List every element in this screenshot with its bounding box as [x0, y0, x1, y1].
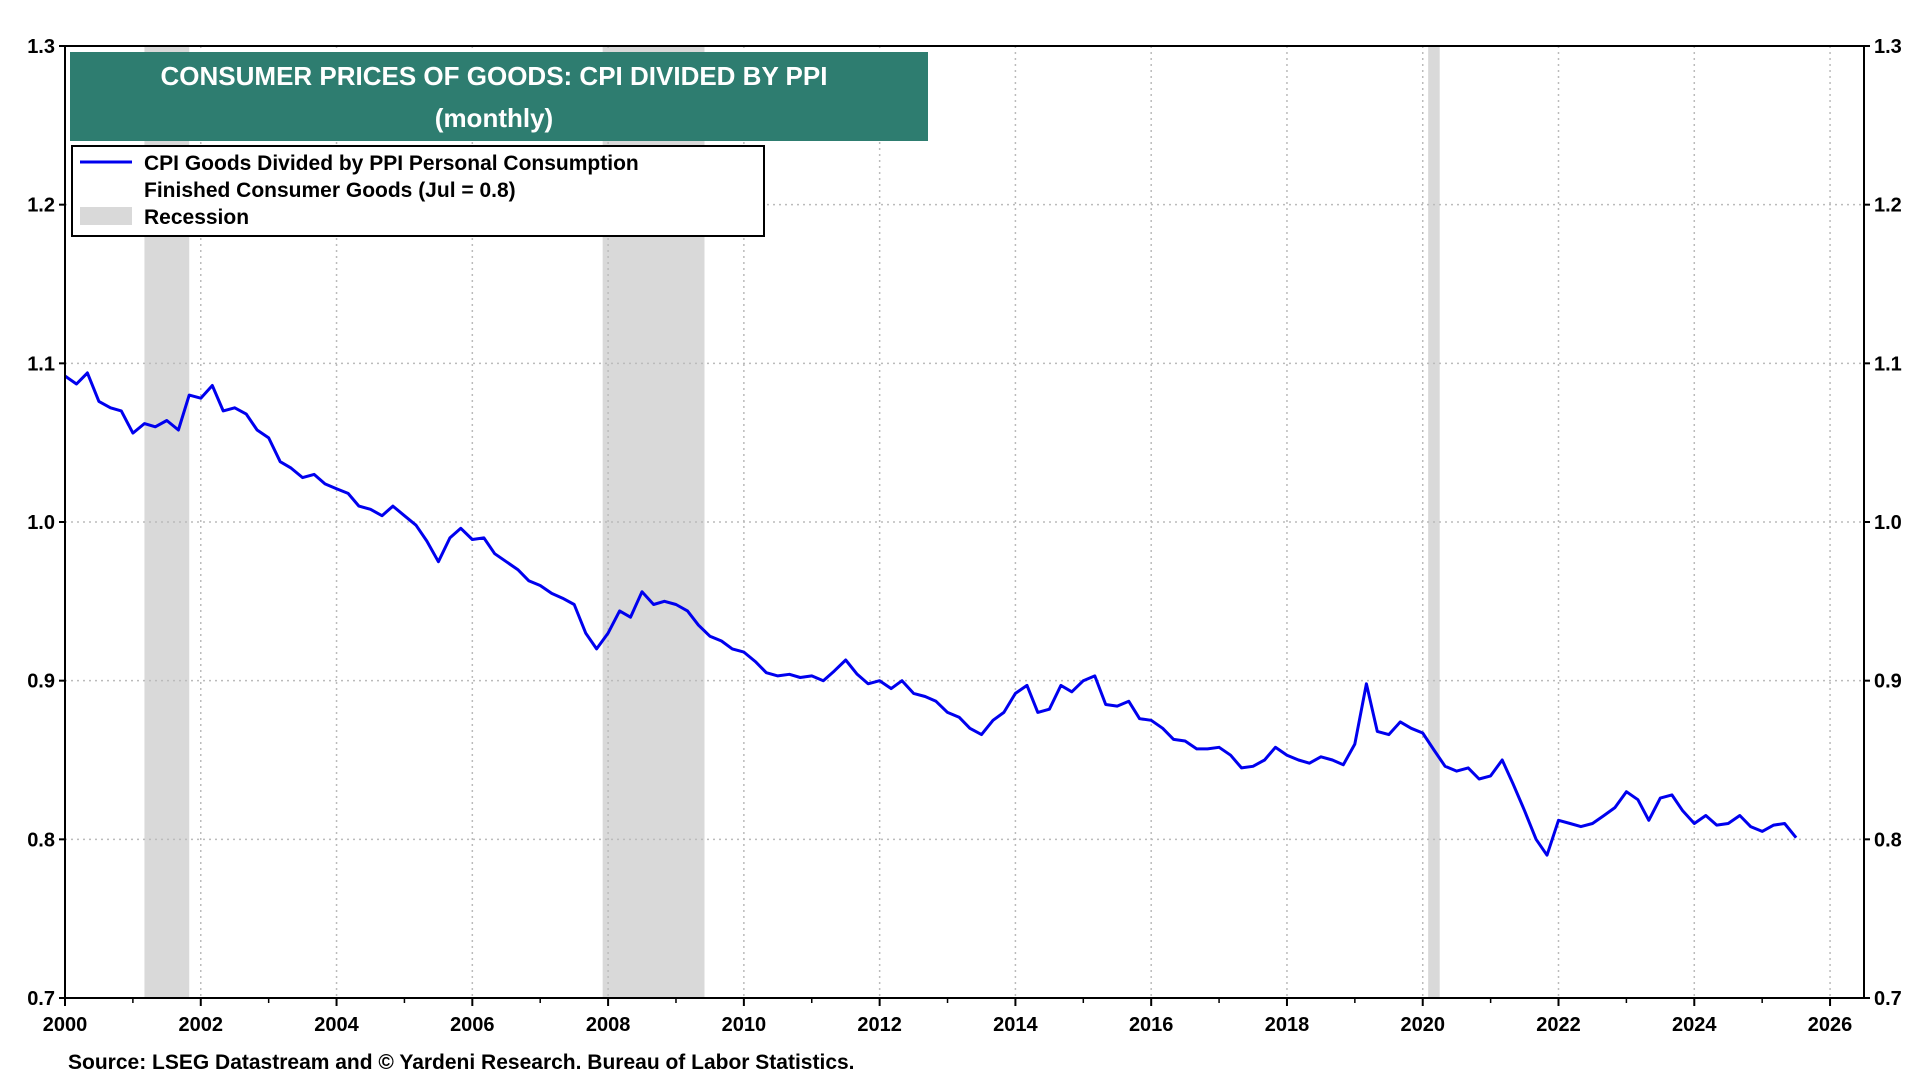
chart-subtitle: (monthly) — [435, 103, 553, 133]
x-tick-label-2006: 2006 — [450, 1014, 495, 1036]
legend-recession-label: Recession — [144, 206, 249, 229]
x-tick-label-2014: 2014 — [993, 1014, 1038, 1036]
source-note: Source: LSEG Datastream and © Yardeni Re… — [68, 1051, 855, 1074]
y-tick-label-right-0.9: 0.9 — [1874, 671, 1902, 693]
x-tick-label-2004: 2004 — [314, 1014, 359, 1036]
x-tick-label-2018: 2018 — [1265, 1014, 1310, 1036]
y-tick-label-left-1.1: 1.1 — [27, 353, 55, 375]
y-tick-label-right-1.3: 1.3 — [1874, 36, 1902, 58]
x-tick-label-2024: 2024 — [1672, 1014, 1717, 1036]
legend-recession-swatch — [80, 207, 132, 225]
legend: CPI Goods Divided by PPI Personal Consum… — [71, 145, 765, 237]
y-tick-label-left-1.0: 1.0 — [27, 512, 55, 534]
y-tick-label-right-1.2: 1.2 — [1874, 195, 1902, 217]
y-tick-label-left-1.3: 1.3 — [27, 36, 55, 58]
y-tick-label-left-0.7: 0.7 — [27, 988, 55, 1010]
y-tick-label-right-1.0: 1.0 — [1874, 512, 1902, 534]
x-tick-label-2012: 2012 — [857, 1014, 902, 1036]
y-tick-label-right-0.8: 0.8 — [1874, 829, 1902, 851]
x-tick-label-2016: 2016 — [1129, 1014, 1174, 1036]
y-tick-label-right-0.7: 0.7 — [1874, 988, 1902, 1010]
series-line-0 — [64, 371, 1798, 857]
x-tick-label-2020: 2020 — [1400, 1014, 1445, 1036]
x-tick-label-2022: 2022 — [1536, 1014, 1581, 1036]
legend-series-label-line1: CPI Goods Divided by PPI Personal Consum… — [144, 152, 639, 175]
x-tick-label-2002: 2002 — [179, 1014, 224, 1036]
legend-series-label-line2: Finished Consumer Goods (Jul = 0.8) — [144, 179, 516, 202]
chart-title: CONSUMER PRICES OF GOODS: CPI DIVIDED BY… — [161, 61, 828, 91]
x-tick-label-2010: 2010 — [722, 1014, 767, 1036]
axis-ticks: 2000 2002 2004 2006 2008 2010 2012 2014 2016 2018… — [27, 36, 1902, 1036]
x-tick-label-2026: 2026 — [1808, 1014, 1853, 1036]
gridlines — [65, 46, 1864, 998]
y-tick-label-right-1.1: 1.1 — [1874, 353, 1902, 375]
series-lines — [64, 371, 1798, 857]
y-tick-label-left-1.2: 1.2 — [27, 195, 55, 217]
x-tick-label-2008: 2008 — [586, 1014, 631, 1036]
legend-box — [71, 145, 765, 237]
x-tick-label-2000: 2000 — [43, 1014, 88, 1036]
title-box — [70, 52, 928, 141]
y-tick-label-left-0.8: 0.8 — [27, 829, 55, 851]
y-tick-label-left-0.9: 0.9 — [27, 671, 55, 693]
